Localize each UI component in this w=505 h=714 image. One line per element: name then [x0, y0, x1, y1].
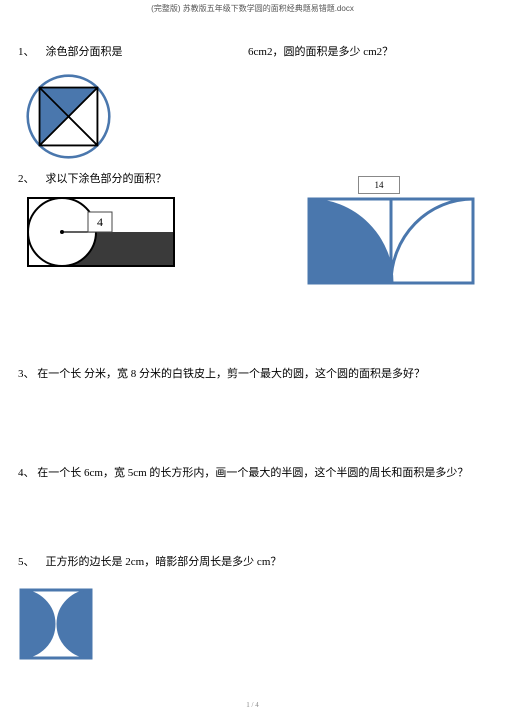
doc-header: (完整版) 苏教版五年级下数学圆的面积经典题易错题.docx: [0, 0, 505, 44]
question-2: 2、 求以下涂色部分的面积？ 4 14: [0, 171, 505, 287]
q2-figure-left: 4: [26, 196, 176, 271]
q5-num: 5、: [18, 556, 35, 568]
svg-text:4: 4: [97, 215, 103, 229]
question-5: 5、 正方形的边长是 2cm，暗影部分周长是多少 cm？: [0, 554, 505, 662]
q4-text: 在一个长 6cm，宽 5cm 的长方形内，画一个最大的半圆，这个半圆的周长和面积…: [37, 467, 468, 479]
q2-text: 求以下涂色部分的面积？: [46, 173, 167, 185]
q2-num: 2、: [18, 173, 35, 185]
q4-num: 4、: [18, 467, 35, 479]
question-1: 1、 涂色部分面积是 6cm2，圆的面积是多少 cm2？: [0, 44, 505, 159]
q5-figure: [18, 587, 98, 661]
q1-num: 1、: [18, 46, 35, 58]
q1-figure: [18, 74, 118, 159]
question-3: 3、 在一个长 分米，宽 8 分米的白铁皮上，剪一个最大的圆，这个圆的面积是多好…: [0, 366, 505, 384]
q3-num: 3、: [18, 368, 35, 380]
q1-text-a: 涂色部分面积是: [46, 46, 123, 58]
q3-text: 在一个长 分米，宽 8 分米的白铁皮上，剪一个最大的圆，这个圆的面积是多好？: [37, 368, 425, 380]
q1-text-b: 6cm2，圆的面积是多少 cm2？: [248, 46, 393, 58]
q2-label-14: 14: [358, 176, 400, 194]
page-footer: 1 / 4: [0, 701, 505, 709]
question-4: 4、 在一个长 6cm，宽 5cm 的长方形内，画一个最大的半圆，这个半圆的周长…: [0, 464, 505, 484]
q5-text: 正方形的边长是 2cm，暗影部分周长是多少 cm？: [46, 556, 282, 568]
q2-figure-right: 14: [306, 196, 476, 286]
